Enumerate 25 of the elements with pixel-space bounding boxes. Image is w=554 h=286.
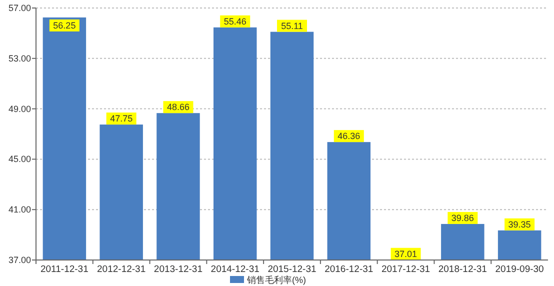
y-tick-label: 37.00 — [8, 255, 31, 265]
x-tick-label: 2011-12-31 — [40, 264, 88, 275]
data-label: 56.25 — [53, 20, 76, 30]
data-label: 55.46 — [224, 16, 246, 26]
data-label: 39.86 — [451, 212, 474, 223]
data-label: 55.11 — [281, 20, 303, 31]
y-tick-label: 57.00 — [8, 3, 31, 13]
x-tick-label: 2017-12-31 — [381, 264, 430, 275]
y-tick-label: 49.00 — [8, 104, 31, 114]
y-tick-label: 45.00 — [8, 154, 31, 164]
x-tick-label: 2019-09-30 — [495, 264, 544, 275]
data-label: 39.35 — [508, 219, 531, 230]
data-label: 47.75 — [110, 114, 133, 124]
x-tick-label: 2018-12-31 — [438, 264, 487, 275]
x-tick-label: 2015-12-31 — [268, 264, 316, 275]
x-tick-label: 2013-12-31 — [154, 264, 203, 275]
data-label: 46.36 — [338, 131, 360, 142]
data-label: 37.01 — [394, 248, 418, 259]
legend-label: 销售毛利率(%) — [246, 275, 306, 285]
y-tick-label: 53.00 — [8, 53, 31, 64]
y-tick-label: 41.00 — [8, 204, 31, 215]
x-tick-label: 2014-12-31 — [210, 264, 260, 275]
x-tick-label: 2012-12-31 — [97, 264, 146, 275]
data-label: 48.66 — [166, 102, 190, 112]
x-tick-label: 2016-12-31 — [324, 264, 374, 275]
